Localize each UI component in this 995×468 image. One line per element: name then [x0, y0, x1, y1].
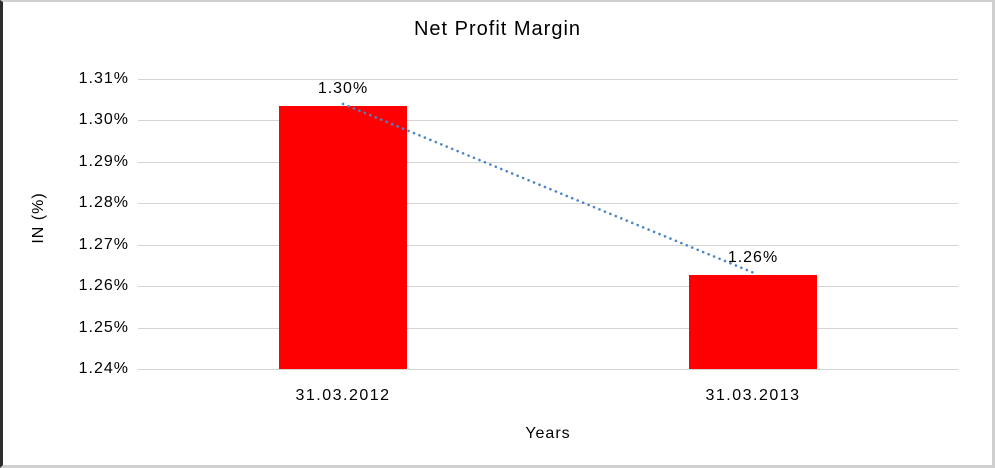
y-tick-label: 1.30%: [78, 111, 129, 128]
trendline: [341, 102, 755, 274]
x-category-label: 31.03.2012: [295, 387, 391, 404]
gridline: [138, 245, 958, 246]
y-tick-label: 1.24%: [78, 360, 129, 377]
y-tick-label: 1.27%: [78, 236, 129, 253]
y-tick-label: 1.28%: [78, 194, 129, 211]
gridline: [138, 328, 958, 329]
gridline: [138, 369, 958, 370]
gridline: [138, 79, 958, 80]
plot-area: 1.30% 1.26%: [138, 79, 958, 370]
y-tick-label: 1.26%: [78, 277, 129, 294]
gridline: [138, 203, 958, 204]
y-axis-title: IN (%): [30, 192, 47, 244]
gridline: [138, 162, 958, 163]
trendline-layer: [341, 102, 755, 274]
bar-data-label: 1.26%: [727, 248, 779, 266]
chart-title: Net Profit Margin: [413, 18, 582, 40]
gridline: [138, 286, 958, 287]
x-category-label: 31.03.2013: [705, 387, 801, 404]
gridline: [138, 120, 958, 121]
x-axis-title: Years: [525, 425, 571, 442]
y-tick-label: 1.31%: [78, 70, 129, 87]
x-axis-category-labels: 31.03.2012 31.03.2013: [138, 386, 958, 408]
bar-31.03.2012: [279, 105, 407, 369]
bar-data-label: 1.30%: [317, 79, 369, 97]
y-tick-label: 1.29%: [78, 153, 129, 170]
bar-31.03.2013: [689, 274, 817, 369]
y-tick-label: 1.25%: [78, 319, 129, 336]
